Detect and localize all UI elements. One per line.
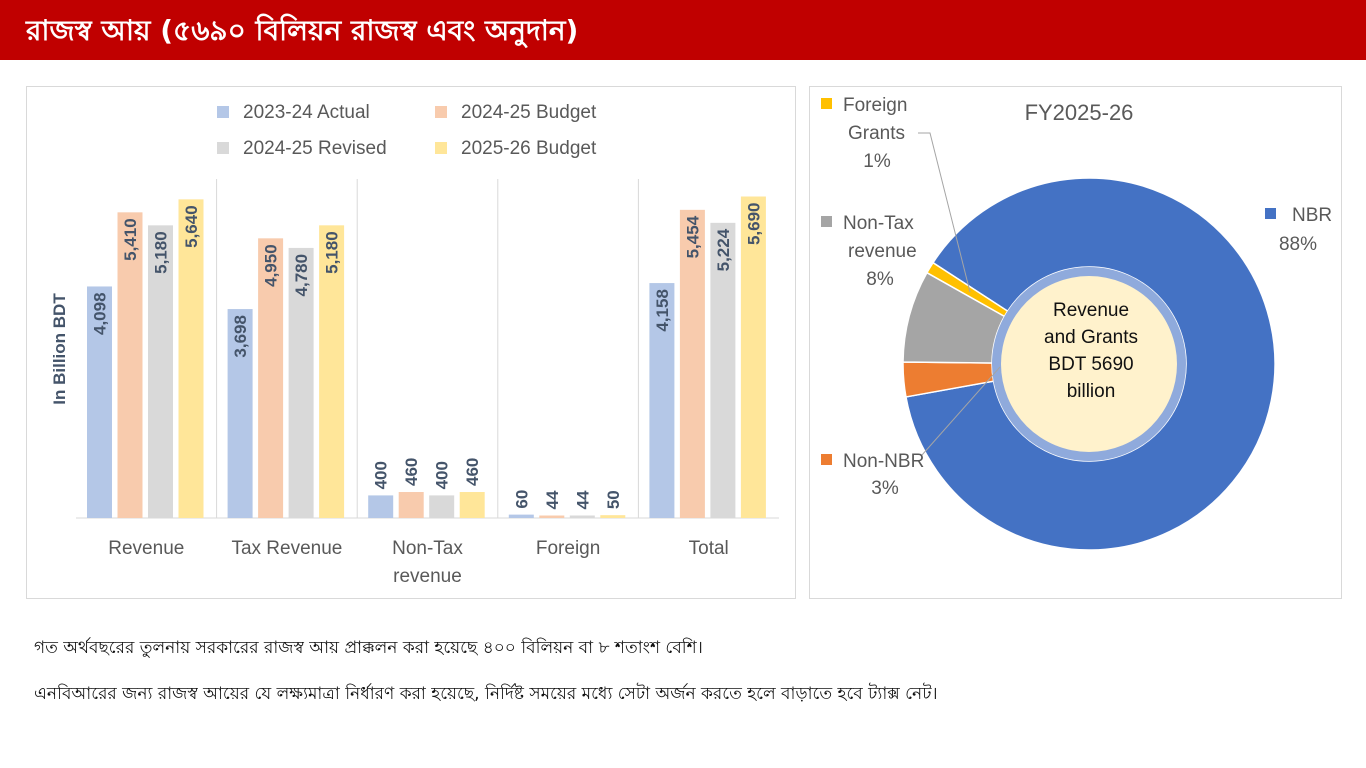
category-label: Foreign: [536, 538, 600, 559]
data-label: 400: [372, 461, 391, 489]
bar-2-1: [398, 492, 424, 518]
legend-swatch: [821, 216, 832, 227]
slice-label: NBR: [1292, 205, 1332, 226]
bar-1-2: [288, 247, 314, 518]
bar-0-3: [178, 199, 204, 518]
bar-1-0: [227, 309, 253, 518]
data-label: 60: [512, 490, 531, 509]
legend-swatch: [217, 142, 229, 154]
data-label: 4,950: [262, 244, 281, 287]
center-circle: [1001, 276, 1177, 452]
data-label: 3,698: [231, 315, 250, 358]
center-text: and Grants: [1044, 327, 1138, 348]
page-title: রাজস্ব আয় (৫৬৯০ বিলিয়ন রাজস্ব এবং অনুদ…: [26, 14, 579, 47]
data-label: 5,640: [182, 205, 201, 248]
bar-2-0: [368, 495, 394, 518]
bar-chart-panel: 2023-24 Actual 2024-25 Budget 2024-25 Revi…: [26, 86, 796, 599]
slice-percent: 1%: [863, 151, 891, 172]
center-text: billion: [1067, 381, 1116, 402]
data-label: 4,098: [91, 292, 110, 335]
y-axis-label: In Billion BDT: [50, 293, 69, 405]
bar-0-0: [87, 286, 112, 518]
bar-3-1: [539, 515, 565, 518]
category-label: Tax Revenue: [231, 538, 342, 559]
bar-4-3: [740, 196, 766, 518]
bar-3-3: [600, 515, 626, 518]
data-label: 5,180: [152, 231, 171, 274]
slice-label: revenue: [848, 241, 917, 262]
data-label: 44: [543, 490, 562, 509]
legend-label: 2025-26 Budget: [461, 138, 597, 159]
bar-3-0: [508, 514, 534, 518]
data-label: 5,690: [744, 203, 763, 246]
category-label: revenue: [393, 566, 462, 587]
note-1: গত অর্থবছরের তুলনায় সরকারের রাজস্ব আয় …: [34, 638, 703, 658]
legend-label: 2024-25 Revised: [243, 138, 387, 159]
legend-swatch: [821, 98, 832, 109]
data-label: 5,454: [683, 215, 702, 258]
bar-2-2: [429, 495, 455, 518]
legend-label: 2024-25 Budget: [461, 102, 597, 123]
bar-1-3: [319, 225, 345, 518]
slice-label: Non-Tax: [843, 213, 914, 234]
donut-chart: FY2025-26 Revenue and Grants BDT 5690 billio…: [821, 95, 1332, 551]
legend-label: 2023-24 Actual: [243, 102, 370, 123]
slice-percent: 3%: [871, 478, 899, 499]
data-label: 460: [402, 458, 421, 486]
bar-4-1: [679, 209, 705, 518]
chart-title: FY2025-26: [1025, 100, 1134, 125]
category-label: Non-Tax: [392, 538, 463, 559]
data-label: 5,180: [323, 231, 342, 274]
note-2: এনবিআরের জন্য রাজস্ব আয়ের যে লক্ষ্যমাত্…: [34, 684, 938, 704]
slice-percent: 88%: [1279, 234, 1317, 255]
data-label: 4,780: [292, 254, 311, 297]
data-label: 5,410: [121, 218, 140, 261]
data-label: 50: [604, 490, 623, 509]
bar-chart: 2023-24 Actual 2024-25 Budget 2024-25 Revi…: [50, 102, 779, 587]
legend-swatch: [435, 142, 447, 154]
slice-label: Foreign: [843, 95, 907, 116]
leader-line: [921, 366, 1001, 456]
category-label: Revenue: [108, 538, 184, 559]
data-label: 5,224: [714, 228, 733, 271]
center-text: BDT 5690: [1048, 354, 1133, 375]
bar-2-3: [459, 492, 485, 518]
leader-line: [918, 132, 971, 293]
bar-1-1: [258, 238, 284, 518]
legend-swatch: [821, 454, 832, 465]
data-label: 4,158: [653, 289, 672, 332]
bar-3-2: [569, 515, 595, 518]
bar-0-2: [148, 225, 173, 518]
center-text: Revenue: [1053, 300, 1129, 321]
legend-swatch: [435, 106, 447, 118]
slice-label: Grants: [848, 123, 905, 144]
slice-percent: 8%: [866, 269, 894, 290]
data-label: 44: [573, 490, 592, 509]
slice-label: Non-NBR: [843, 451, 924, 472]
bar-4-0: [649, 283, 675, 518]
legend-swatch: [1265, 208, 1276, 219]
category-label: Total: [689, 538, 729, 559]
bar-4-2: [710, 222, 736, 518]
data-label: 460: [463, 458, 482, 486]
pie-chart-panel: FY2025-26 Revenue and Grants BDT 5690 billio…: [809, 86, 1342, 599]
legend-swatch: [217, 106, 229, 118]
bar-0-1: [117, 212, 143, 518]
data-label: 400: [433, 461, 452, 489]
title-bar: রাজস্ব আয় (৫৬৯০ বিলিয়ন রাজস্ব এবং অনুদ…: [0, 0, 1366, 60]
